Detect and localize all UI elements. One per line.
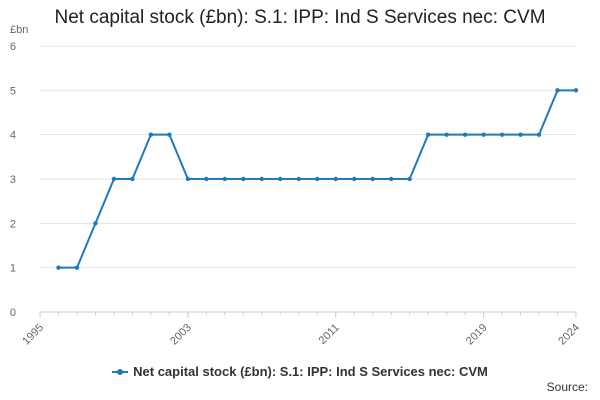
y-tick-label: 0 [10, 307, 16, 319]
data-point[interactable] [425, 132, 431, 137]
data-point[interactable] [315, 176, 320, 182]
data-point[interactable] [573, 88, 579, 93]
chart-title: Net capital stock (£bn): S.1: IPP: Ind S… [54, 7, 546, 28]
legend-label: Net capital stock (£bn): S.1: IPP: Ind S… [133, 364, 488, 379]
data-point[interactable] [370, 176, 375, 182]
data-point[interactable] [536, 132, 542, 137]
y-axis-unit-label: £bn [10, 24, 28, 36]
data-point[interactable] [278, 176, 283, 182]
x-tick-label: 2024 [556, 322, 582, 348]
data-point[interactable] [352, 176, 357, 182]
x-tick-label: 2019 [464, 322, 490, 348]
data-point[interactable] [444, 132, 449, 137]
legend[interactable]: Net capital stock (£bn): S.1: IPP: Ind S… [0, 364, 600, 379]
data-point[interactable] [333, 176, 338, 182]
data-point[interactable] [185, 176, 191, 182]
x-tick-label: 2011 [317, 322, 342, 347]
source-label: Source: [546, 380, 588, 394]
data-point[interactable] [555, 88, 560, 93]
y-tick-label: 1 [10, 263, 16, 275]
y-tick-label: 4 [10, 130, 16, 142]
data-point[interactable] [388, 176, 394, 182]
data-point[interactable] [241, 176, 246, 182]
data-point[interactable] [167, 132, 172, 137]
x-tick-label: 1995 [20, 322, 46, 348]
y-tick-label: 2 [10, 218, 16, 230]
data-point[interactable] [204, 176, 209, 182]
x-tick-label: 2003 [168, 322, 194, 348]
y-tick-label: 6 [10, 41, 16, 53]
series-group [56, 88, 579, 270]
legend-dot [117, 368, 124, 375]
data-point[interactable] [259, 176, 264, 182]
data-point[interactable] [518, 132, 523, 137]
y-axis-ticks: 0 1 2 3 4 5 6 [10, 41, 16, 319]
data-point[interactable] [481, 132, 486, 137]
data-point[interactable] [130, 176, 135, 182]
data-point[interactable] [111, 176, 117, 182]
legend-swatch-icon [112, 367, 129, 377]
y-tick-label: 3 [10, 174, 16, 186]
data-point[interactable] [56, 265, 61, 270]
x-axis [39, 311, 577, 318]
x-axis-ticks: 1995 2003 2011 2019 2024 [20, 322, 582, 348]
data-point[interactable] [407, 176, 412, 182]
grid-lines [40, 45, 576, 269]
data-point[interactable] [148, 132, 154, 137]
data-point[interactable] [222, 176, 228, 182]
data-point[interactable] [74, 265, 80, 270]
data-point[interactable] [93, 221, 98, 226]
data-point[interactable] [499, 132, 505, 137]
data-point[interactable] [462, 132, 468, 137]
y-tick-label: 5 [10, 85, 16, 97]
data-point[interactable] [296, 176, 301, 182]
